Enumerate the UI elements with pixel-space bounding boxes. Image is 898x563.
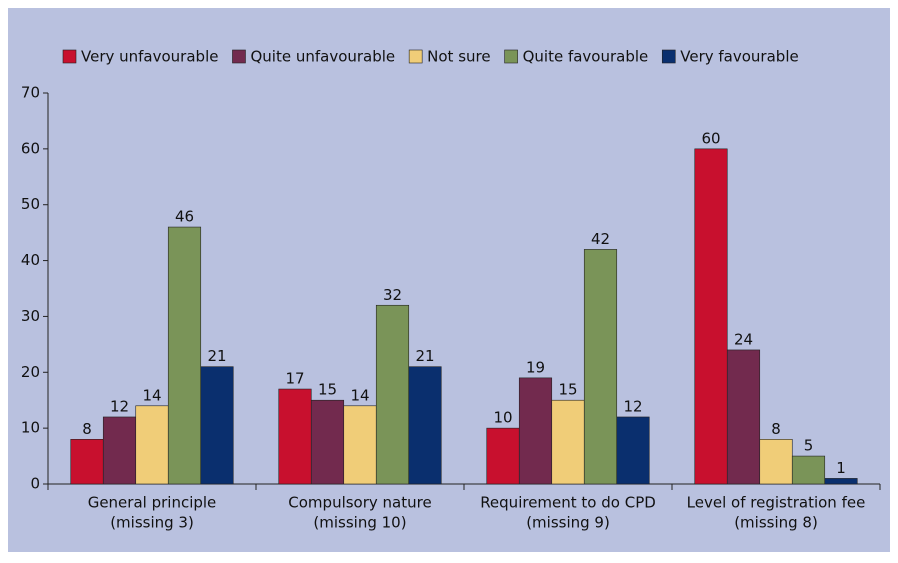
bar bbox=[616, 416, 650, 485]
value-label: 14 bbox=[350, 386, 369, 404]
x-tick-label: General principle bbox=[88, 494, 217, 512]
legend-swatch bbox=[504, 49, 518, 64]
legend-label: Not sure bbox=[427, 48, 490, 66]
bar bbox=[200, 366, 234, 485]
x-tick-label: Compulsory nature bbox=[288, 494, 431, 512]
bar bbox=[824, 478, 858, 485]
bar bbox=[759, 439, 793, 485]
value-label: 8 bbox=[771, 420, 781, 438]
value-label: 12 bbox=[110, 397, 129, 415]
legend-label: Very favourable bbox=[680, 48, 798, 66]
value-label: 21 bbox=[207, 347, 226, 365]
bar bbox=[408, 366, 442, 485]
value-label: 1 bbox=[836, 459, 846, 477]
x-tick-label: (missing 9) bbox=[526, 514, 610, 532]
value-label: 5 bbox=[804, 437, 814, 455]
legend-label: Very unfavourable bbox=[81, 48, 218, 66]
value-label: 15 bbox=[318, 381, 337, 399]
bar bbox=[518, 377, 553, 485]
y-tick-label: 30 bbox=[21, 307, 40, 325]
bar bbox=[102, 416, 137, 485]
value-label: 14 bbox=[142, 386, 161, 404]
y-tick-label: 70 bbox=[21, 84, 40, 102]
value-label: 21 bbox=[415, 347, 434, 365]
bar bbox=[70, 439, 104, 485]
value-label: 24 bbox=[734, 330, 753, 348]
value-label: 42 bbox=[591, 230, 610, 248]
value-label: 60 bbox=[701, 129, 720, 147]
bar bbox=[694, 148, 728, 485]
legend-swatch bbox=[232, 49, 246, 64]
bar bbox=[343, 405, 377, 485]
y-tick-label: 20 bbox=[21, 363, 40, 381]
value-label: 10 bbox=[493, 409, 512, 427]
legend-swatch bbox=[661, 49, 676, 64]
x-tick-label: (missing 3) bbox=[110, 514, 194, 532]
legend-label: Quite unfavourable bbox=[250, 48, 395, 66]
x-tick-label: Level of registration fee bbox=[687, 494, 866, 512]
x-tick-label: (missing 10) bbox=[313, 514, 406, 532]
value-label: 32 bbox=[383, 286, 402, 304]
bar bbox=[375, 304, 410, 485]
legend-swatch bbox=[408, 49, 423, 64]
y-tick-label: 0 bbox=[30, 475, 40, 493]
bar bbox=[583, 249, 618, 485]
y-tick-label: 40 bbox=[21, 251, 40, 269]
y-tick-label: 50 bbox=[21, 195, 40, 213]
value-label: 17 bbox=[285, 370, 304, 388]
bar bbox=[135, 405, 169, 485]
value-label: 46 bbox=[175, 208, 194, 226]
x-tick-label: Requirement to do CPD bbox=[480, 494, 656, 512]
bar bbox=[486, 427, 520, 485]
y-tick-label: 10 bbox=[21, 419, 40, 437]
bar bbox=[278, 388, 312, 485]
y-tick-label: 60 bbox=[21, 139, 40, 157]
value-label: 12 bbox=[623, 397, 642, 415]
bar bbox=[167, 226, 202, 485]
value-label: 8 bbox=[82, 420, 92, 438]
x-tick-label: (missing 8) bbox=[734, 514, 818, 532]
bar bbox=[726, 349, 761, 485]
bar bbox=[310, 399, 345, 485]
bar bbox=[791, 455, 826, 485]
value-label: 15 bbox=[558, 381, 577, 399]
legend-label: Quite favourable bbox=[523, 48, 649, 66]
bar bbox=[551, 399, 585, 485]
legend-swatch bbox=[62, 49, 77, 64]
value-label: 19 bbox=[526, 358, 545, 376]
